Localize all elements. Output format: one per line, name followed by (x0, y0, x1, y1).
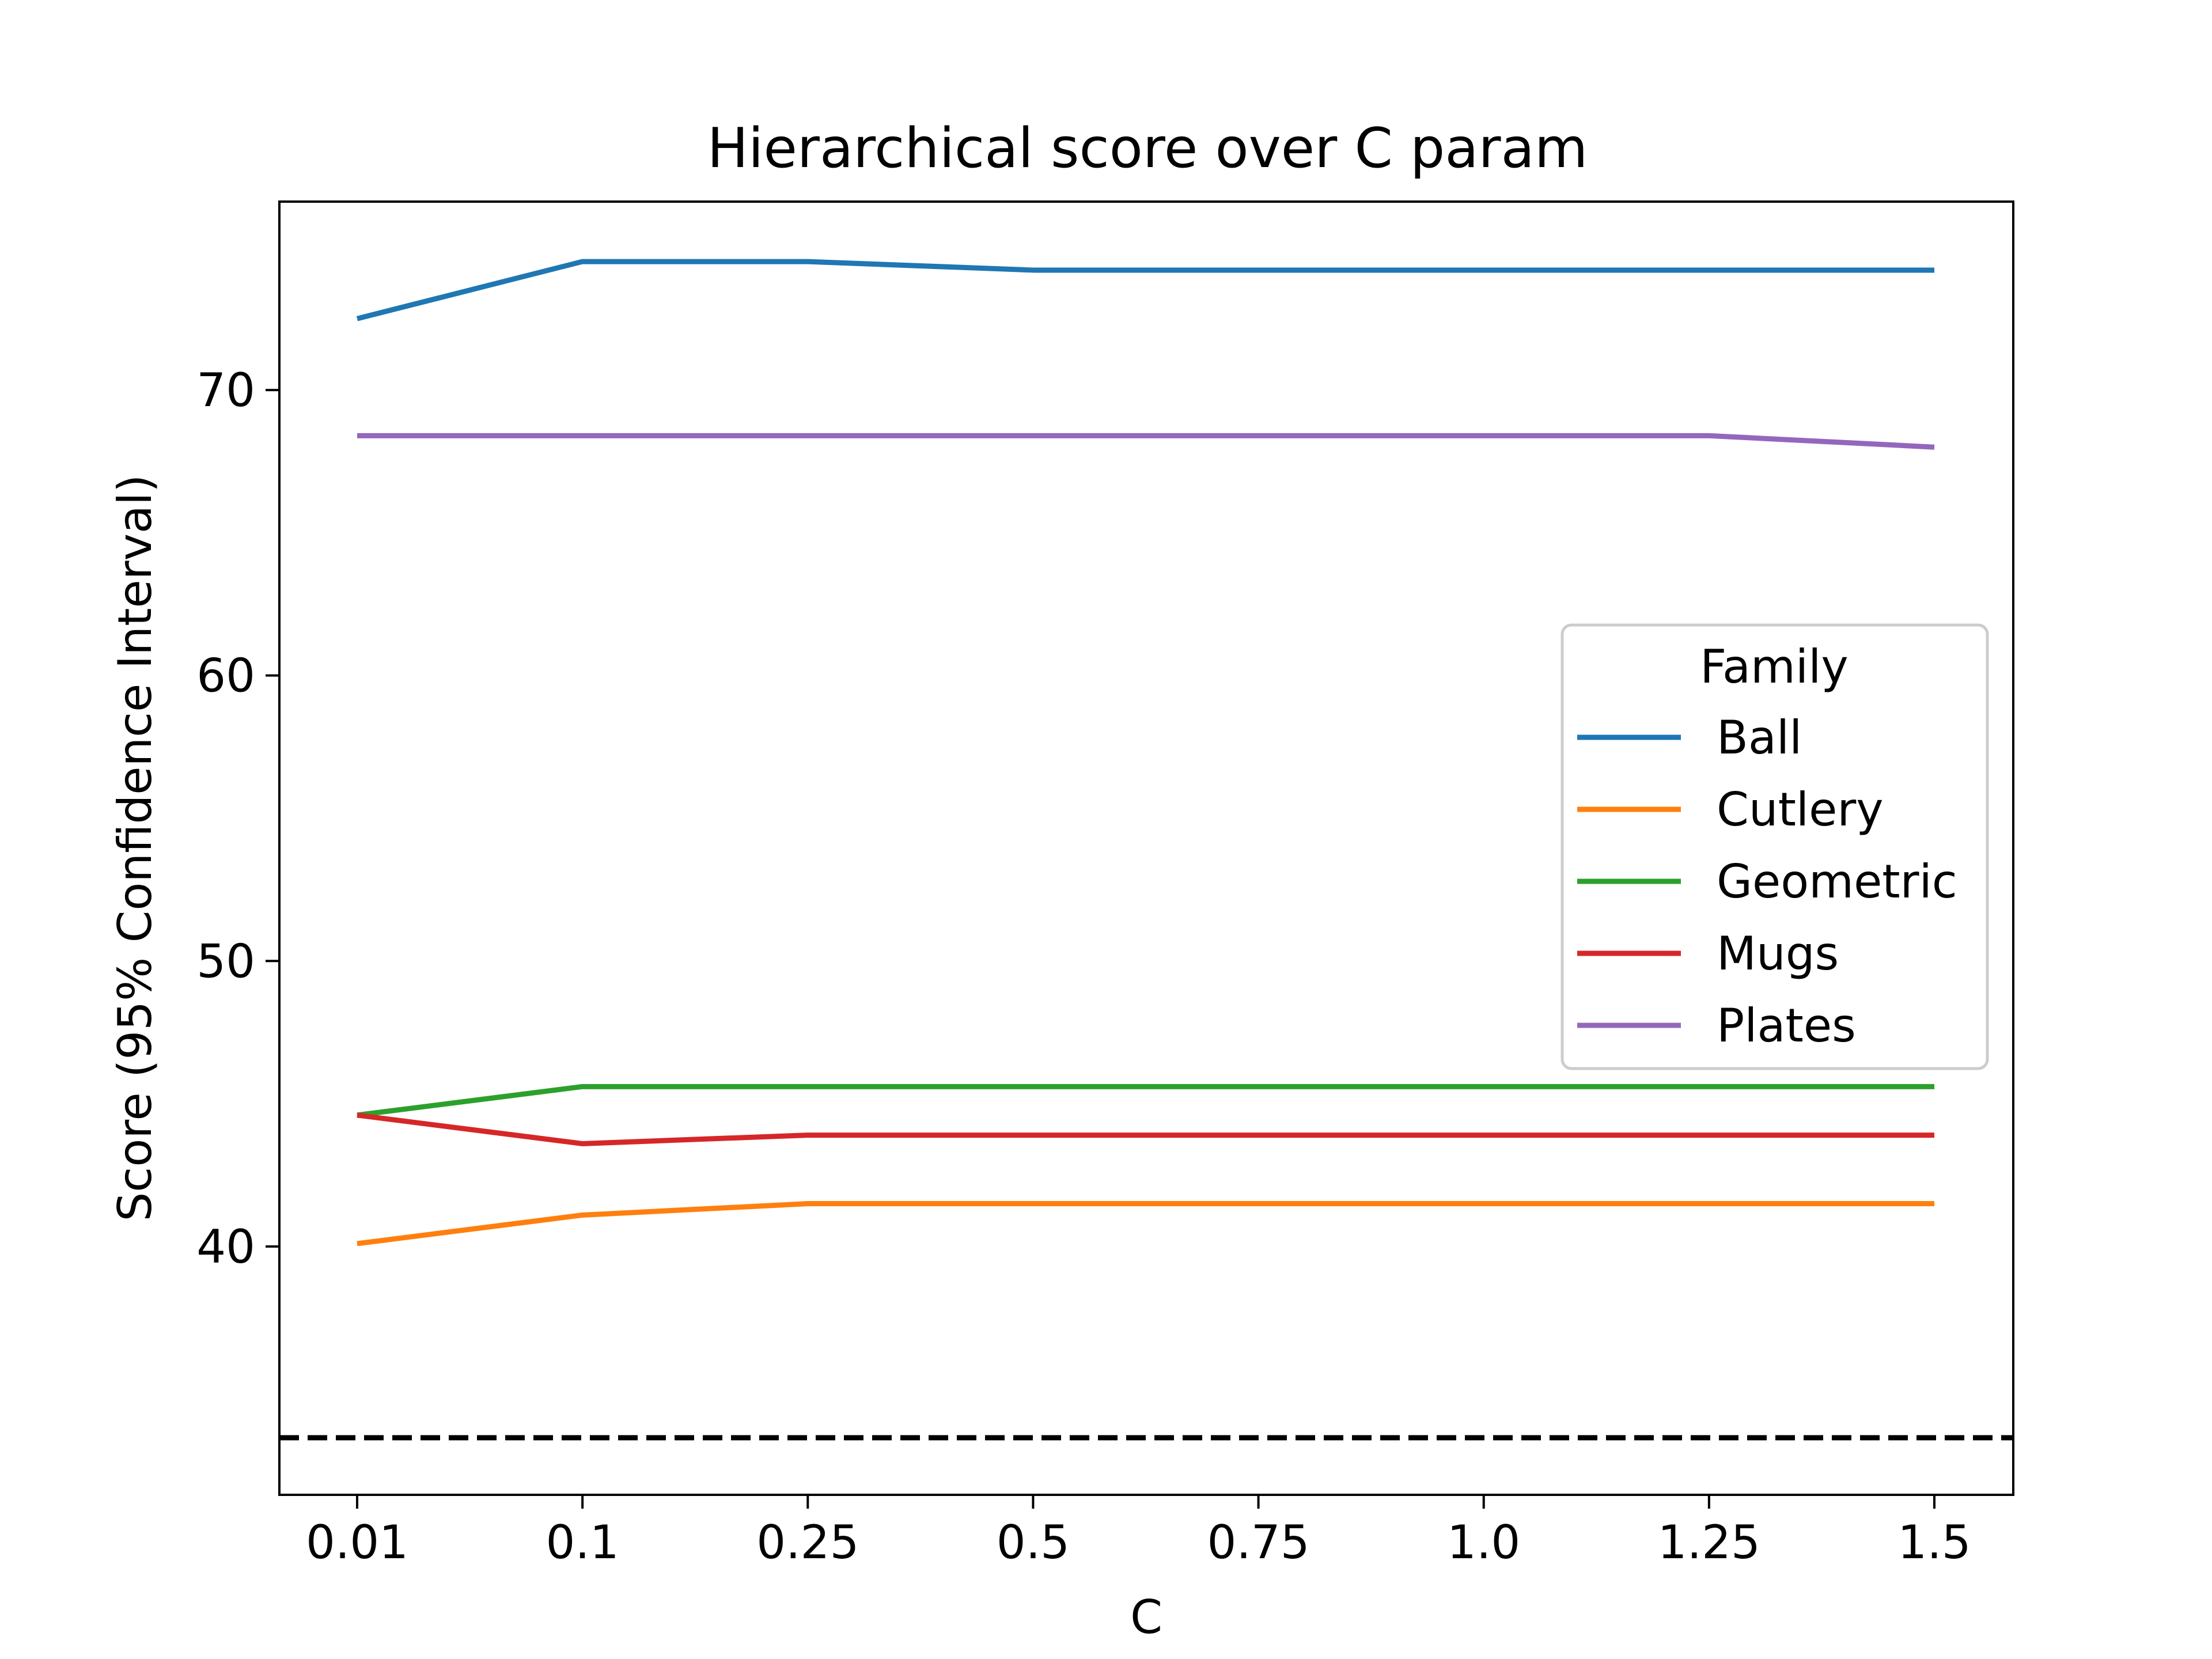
x-tick-label: 1.0 (1447, 1516, 1520, 1569)
legend-label-plates: Plates (1717, 999, 1856, 1052)
y-axis-label: Score (95% Confidence Interval) (108, 475, 162, 1222)
y-tick-label: 40 (196, 1220, 255, 1274)
axes-frame (278, 200, 2014, 1496)
x-axis: 0.01 0.1 0.25 0.5 0.75 1.0 1.25 1.5 (306, 1495, 1971, 1569)
x-axis-label: C (1130, 1590, 1162, 1644)
legend-title: Family (1700, 640, 1848, 694)
legend-label-mugs: Mugs (1717, 927, 1839, 980)
legend-label-geometric: Geometric (1717, 855, 1957, 908)
series-line-cutlery (357, 1201, 1934, 1247)
x-tick-label: 1.5 (1897, 1516, 1971, 1569)
y-tick-label: 50 (196, 934, 255, 988)
y-tick-label: 70 (196, 363, 255, 417)
legend-label-ball: Ball (1717, 711, 1802, 764)
chart-title: Hierarchical score over C param (707, 117, 1588, 180)
legend-items: Ball Cutlery Geometric Mugs Plates (1577, 711, 1957, 1052)
y-axis: 40 50 60 70 (196, 363, 279, 1274)
series-line-plates (357, 433, 1935, 450)
series-line-ball (356, 259, 1934, 321)
y-tick-label: 60 (196, 649, 255, 703)
x-tick-label: 0.01 (306, 1516, 408, 1569)
x-tick-label: 0.75 (1207, 1516, 1310, 1569)
series-line-mugs (357, 1112, 1934, 1146)
x-tick-label: 0.1 (546, 1516, 619, 1569)
x-tick-label: 0.5 (997, 1516, 1070, 1569)
x-tick-label: 1.25 (1658, 1516, 1760, 1569)
x-tick-label: 0.25 (756, 1516, 859, 1569)
series-line-geometric (357, 1084, 1934, 1118)
plot-area (279, 259, 2013, 1441)
legend-label-cutlery: Cutlery (1717, 783, 1884, 836)
legend: Family Ball Cutlery Geometric Mugs Plates (1560, 623, 1989, 1070)
